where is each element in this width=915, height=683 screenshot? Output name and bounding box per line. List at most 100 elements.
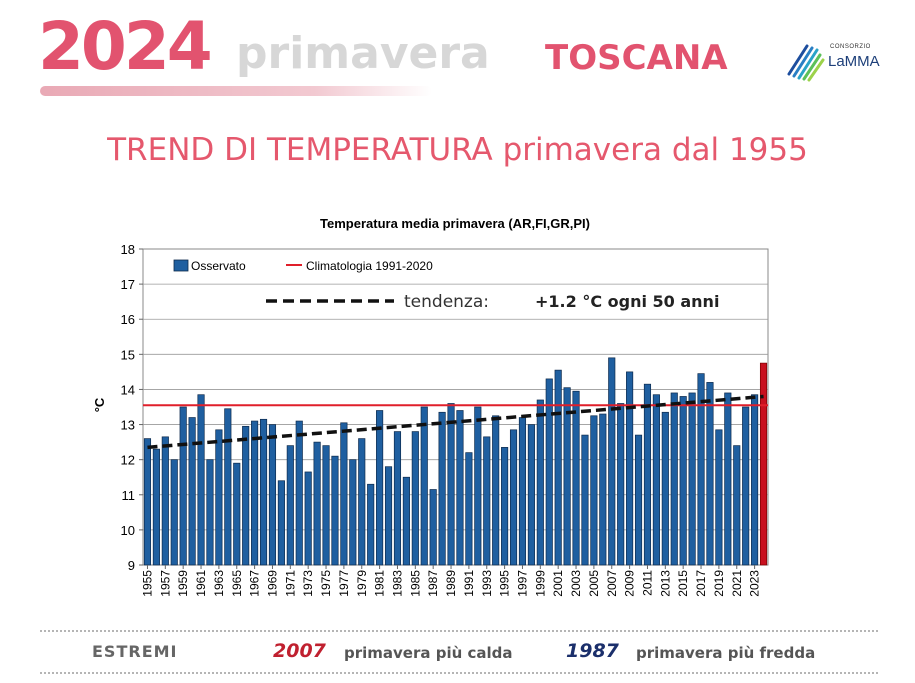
legend-climatology-label: Climatologia 1991-2020: [306, 259, 433, 273]
bar-1973: [304, 471, 312, 566]
y-tick-label: 17: [121, 277, 135, 292]
bar-1989: [447, 403, 455, 566]
bar-1972: [295, 420, 303, 566]
footer-coldest-year: 1987: [566, 640, 619, 662]
bar-1993: [483, 436, 491, 566]
y-tick-label: 15: [121, 347, 135, 362]
bar-1985: [411, 431, 419, 566]
bar-2019: [715, 429, 723, 566]
bar-2022: [742, 406, 750, 566]
page-title: TREND DI TEMPERATURA primavera dal 1955: [107, 132, 808, 168]
divider-top: [40, 630, 878, 632]
bar-1998: [527, 424, 535, 566]
bar-2013: [661, 411, 669, 566]
x-tick-label: 1959: [176, 570, 190, 597]
x-tick-label: 1963: [212, 570, 226, 597]
x-tick-label: 2023: [748, 570, 762, 597]
bar-1991: [465, 452, 473, 566]
bar-2012: [652, 394, 660, 566]
footer-coldest-text: primavera più fredda: [636, 644, 816, 662]
x-tick-label: 2017: [694, 570, 708, 597]
bar-2011: [643, 383, 652, 566]
y-axis-label: °C: [92, 397, 107, 412]
x-tick-label: 1967: [248, 570, 262, 597]
y-tick-label: 9: [128, 558, 135, 573]
bar-1956: [152, 448, 160, 566]
y-tick-label: 14: [121, 382, 135, 397]
x-tick-label: 1997: [515, 570, 529, 597]
bar-1983: [393, 431, 402, 566]
bar-2018: [706, 382, 714, 566]
y-tick-label: 10: [121, 523, 135, 538]
x-tick-label: 1977: [337, 570, 351, 597]
bar-1975: [322, 445, 330, 566]
bar-2010: [634, 434, 643, 566]
bar-1980: [367, 483, 375, 566]
bar-2023: [751, 394, 759, 566]
logo-consorzio: CONSORZIO: [830, 44, 871, 50]
bar-2008: [617, 403, 625, 566]
trend-line: [147, 394, 764, 450]
x-tick-label: 1975: [319, 570, 333, 597]
bar-1961: [197, 394, 205, 566]
x-tick-label: 2015: [676, 570, 690, 597]
bar-1969: [268, 424, 277, 566]
bar-1978: [349, 459, 357, 566]
bar-1957: [161, 436, 169, 566]
legend-osservato-swatch: [173, 259, 189, 272]
bar-1996: [509, 429, 518, 566]
bar-2016: [688, 392, 696, 566]
x-tick-label: 1973: [301, 570, 315, 597]
bar-1968: [259, 418, 268, 566]
footer-hottest-year: 2007: [273, 640, 326, 662]
bar-2015: [679, 396, 687, 566]
x-tick-label: 1991: [462, 570, 476, 597]
header-season: primavera: [236, 28, 490, 79]
x-tick-label: 1995: [498, 570, 512, 597]
x-tick-label: 1981: [373, 570, 387, 597]
bar-1997: [518, 417, 527, 566]
x-tick-label: 1987: [426, 570, 440, 597]
bar-1976: [331, 455, 339, 566]
bar-1987: [429, 489, 437, 566]
logo-name: LaMMA: [828, 53, 880, 70]
bar-2003: [572, 390, 580, 566]
y-tick-label: 12: [121, 453, 135, 468]
header-brush-stroke: [40, 86, 432, 96]
x-tick-label: 2021: [730, 570, 744, 597]
bar-2001: [554, 369, 562, 566]
x-tick-label: 1957: [158, 570, 172, 597]
divider-bottom: [40, 672, 878, 674]
x-tick-label: 2001: [551, 570, 565, 597]
x-tick-label: 1969: [265, 570, 279, 597]
footer-hottest-text: primavera più calda: [344, 644, 513, 662]
bar-1964: [224, 408, 232, 566]
x-tick-label: 2019: [712, 570, 726, 597]
bar-1977: [340, 422, 348, 566]
bar-1988: [438, 411, 446, 566]
x-tick-label: 2009: [623, 570, 637, 597]
bar-2004: [581, 434, 589, 566]
bar-1958: [170, 459, 178, 566]
y-tick-label: 11: [122, 488, 136, 503]
bar-2002: [563, 387, 571, 566]
bar-1965: [233, 462, 241, 566]
bar-1984: [402, 476, 410, 566]
x-tick-label: 1985: [408, 570, 422, 597]
bar-1974: [313, 441, 321, 566]
bar-2007: [608, 357, 616, 566]
x-tick-label: 2013: [658, 570, 672, 597]
bar-1990: [456, 410, 464, 566]
trend-label-value: +1.2 °C ogni 50 anni: [535, 292, 719, 311]
bar-2009: [626, 371, 634, 566]
x-tick-label: 2005: [587, 570, 601, 597]
bar-2021: [733, 445, 741, 566]
x-tick-label: 2003: [569, 570, 583, 597]
bar-1992: [474, 406, 482, 566]
bar-2006: [599, 413, 607, 566]
temperature-chart: Temperatura media primavera (AR,FI,GR,PI…: [92, 216, 769, 597]
bar-1986: [420, 406, 428, 566]
bar-2014: [670, 392, 678, 566]
bar-1963: [215, 429, 223, 566]
bar-1981: [376, 410, 384, 566]
